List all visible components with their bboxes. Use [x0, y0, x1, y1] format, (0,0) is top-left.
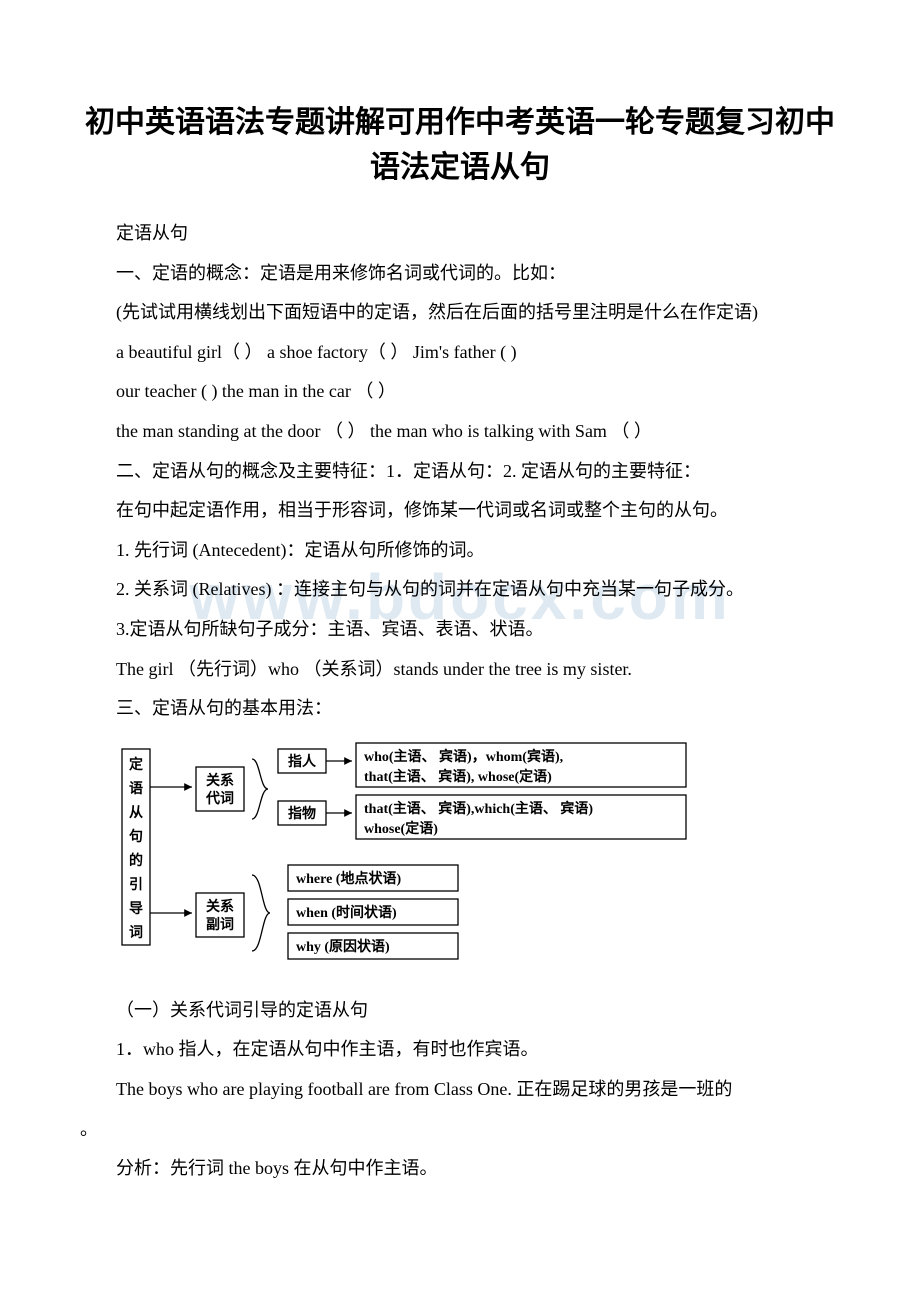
svg-text:代词: 代词 [205, 790, 234, 807]
para-line: 1．who 指人，在定语从句中作主语，有时也作宾语。 [80, 1030, 840, 1070]
svg-text:where (地点状语): where (地点状语) [296, 870, 401, 887]
para-line: （一）关系代词引导的定语从句 [80, 991, 840, 1031]
grammar-diagram: 定 语 从 句 的 引 导 词 关系 代词 关系 副词 [120, 741, 840, 971]
svg-text:语: 语 [129, 781, 143, 797]
svg-text:关系: 关系 [206, 898, 234, 915]
para-line: The girl （先行词）who （关系词）stands under the … [80, 650, 840, 690]
para-line: 2. 关系词 (Relatives) ：连接主句与从句的词并在定语从句中充当某一… [80, 570, 840, 610]
svg-text:when (时间状语): when (时间状语) [296, 904, 397, 921]
para-line: 三、定语从句的基本用法： [80, 689, 840, 729]
para-line: our teacher ( ) the man in the car （ ） [80, 372, 840, 412]
para-line: the man standing at the door （ ） the man… [80, 412, 840, 452]
svg-text:导: 导 [129, 901, 143, 917]
para-line: 3.定语从句所缺句子成分：主语、宾语、表语、状语。 [80, 610, 840, 650]
svg-text:引: 引 [129, 877, 143, 893]
svg-text:词: 词 [129, 925, 143, 941]
para-line: 在句中起定语作用，相当于形容词，修饰某一代词或名词或整个主句的从句。 [80, 491, 840, 531]
doc-title: 初中英语语法专题讲解可用作中考英语一轮专题复习初中 语法定语从句 [80, 100, 840, 190]
para-line: 二、定语从句的概念及主要特征：1．定语从句：2. 定语从句的主要特征： [80, 452, 840, 492]
para-line: 一、定语的概念：定语是用来修饰名词或代词的。比如： [80, 254, 840, 294]
para-line: a beautiful girl（ ） a shoe factory（ ） Ji… [80, 333, 840, 373]
svg-text:关系: 关系 [206, 772, 234, 789]
svg-text:that(主语、 宾语),which(主语、 宾语): that(主语、 宾语),which(主语、 宾语) [364, 800, 593, 817]
svg-text:whose(定语): whose(定语) [364, 820, 438, 837]
svg-text:why (原因状语): why (原因状语) [296, 938, 390, 955]
svg-text:副词: 副词 [206, 917, 234, 933]
title-line-2: 语法定语从句 [80, 145, 840, 190]
svg-text:指物: 指物 [288, 805, 316, 822]
svg-text:that(主语、 宾语), whose(定语): that(主语、 宾语), whose(定语) [364, 768, 552, 785]
svg-text:句: 句 [129, 828, 143, 845]
svg-text:who(主语、 宾语)，whom(宾语),: who(主语、 宾语)，whom(宾语), [364, 748, 563, 765]
svg-text:从: 从 [129, 805, 143, 821]
para-line: 1. 先行词 (Antecedent)：定语从句所修饰的词。 [80, 531, 840, 571]
svg-text:指人: 指人 [288, 753, 317, 770]
para-line: 定语从句 [80, 214, 840, 254]
para-line: The boys who are playing football are fr… [80, 1070, 840, 1110]
svg-text:的: 的 [129, 852, 143, 869]
title-line-1: 初中英语语法专题讲解可用作中考英语一轮专题复习初中 [80, 100, 840, 145]
para-line: 。 [80, 1110, 840, 1150]
para-line: (先试试用横线划出下面短语中的定语，然后在后面的括号里注明是什么在作定语) [80, 293, 840, 333]
para-line: 分析：先行词 the boys 在从句中作主语。 [80, 1149, 840, 1189]
svg-text:定: 定 [129, 756, 143, 773]
